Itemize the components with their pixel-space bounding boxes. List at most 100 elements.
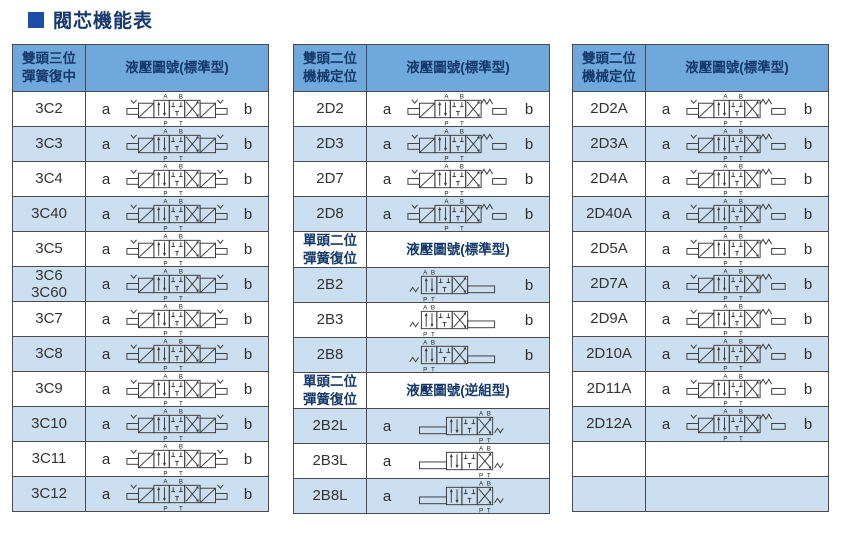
svg-text:A: A <box>723 408 728 415</box>
spool-code-header: 雙頭三位 彈簧復中 <box>13 45 86 91</box>
svg-text:P: P <box>423 331 427 338</box>
group-header-row: 雙頭三位 彈簧復中 液壓圖號(標準型) <box>13 45 268 91</box>
svg-text:T: T <box>179 260 183 267</box>
svg-text:B: B <box>179 303 183 310</box>
svg-text:B: B <box>431 269 435 276</box>
valve-symbol-3c-icon: A B P T <box>125 161 229 197</box>
svg-text:B: B <box>179 268 183 275</box>
port-a-label: a <box>101 415 111 433</box>
svg-text:P: P <box>163 400 167 407</box>
svg-text:A: A <box>723 163 728 170</box>
svg-text:B: B <box>487 445 491 452</box>
section-title: 閥芯機能表 <box>28 6 153 33</box>
svg-text:B: B <box>179 233 183 240</box>
svg-text:A: A <box>723 338 728 345</box>
port-b-label: b <box>243 485 253 503</box>
spool-code-cell: 3C2 <box>13 92 86 126</box>
spool-code-cell: 3C11 <box>13 442 86 476</box>
svg-text:A: A <box>163 128 168 135</box>
spool-code-cell: 2B2 <box>294 268 367 302</box>
valve-symbol-3c-icon: A B P T <box>125 336 229 372</box>
svg-text:A: A <box>444 93 449 100</box>
svg-text:B: B <box>739 408 743 415</box>
svg-text:A: A <box>163 443 168 450</box>
spool-code-cell: 3C6 3C60 <box>13 267 86 301</box>
svg-text:P: P <box>423 296 427 303</box>
port-b-label: b <box>524 135 534 153</box>
spool-code-cell: 3C5 <box>13 232 86 266</box>
svg-text:T: T <box>431 366 435 373</box>
svg-text:T: T <box>739 225 743 232</box>
port-b-label: b <box>524 311 534 329</box>
spool-code-cell <box>573 442 646 476</box>
svg-text:T: T <box>179 295 183 302</box>
spool-code-cell: 2B8L <box>294 479 367 513</box>
svg-text:P: P <box>163 155 167 162</box>
svg-text:B: B <box>179 128 183 135</box>
port-a-label: a <box>101 205 111 223</box>
port-b-label: b <box>524 205 534 223</box>
spool-code-cell: 2D10A <box>573 337 646 371</box>
valve-symbol-2d-icon: A B P T <box>685 91 789 127</box>
svg-text:T: T <box>179 225 183 232</box>
svg-text:P: P <box>723 435 727 442</box>
svg-text:B: B <box>460 93 464 100</box>
port-b-label: b <box>803 100 813 118</box>
svg-text:B: B <box>460 163 464 170</box>
group-header-row: 雙頭二位 機械定位 液壓圖號(標準型) <box>573 45 828 91</box>
svg-text:T: T <box>487 437 491 444</box>
svg-text:P: P <box>723 225 727 232</box>
svg-text:P: P <box>163 435 167 442</box>
svg-text:A: A <box>163 163 168 170</box>
svg-text:A: A <box>723 268 728 275</box>
port-a-label: a <box>101 345 111 363</box>
port-b-label: b <box>243 100 253 118</box>
svg-text:A: A <box>163 93 168 100</box>
spool-code-cell <box>573 477 646 511</box>
port-b-label: b <box>803 380 813 398</box>
svg-text:B: B <box>739 338 743 345</box>
svg-text:T: T <box>739 400 743 407</box>
svg-text:B: B <box>431 339 435 346</box>
svg-text:P: P <box>479 507 483 514</box>
port-a-label: a <box>661 415 671 433</box>
port-b-label: b <box>803 275 813 293</box>
svg-text:A: A <box>163 303 168 310</box>
svg-text:T: T <box>739 435 743 442</box>
port-a-label: a <box>101 135 111 153</box>
svg-text:P: P <box>163 330 167 337</box>
svg-text:B: B <box>179 478 183 485</box>
spool-code-cell: 3C7 <box>13 302 86 336</box>
port-b-label: b <box>243 135 253 153</box>
svg-text:P: P <box>723 190 727 197</box>
port-b-label: b <box>524 346 534 364</box>
svg-text:P: P <box>163 225 167 232</box>
svg-text:A: A <box>723 93 728 100</box>
svg-text:P: P <box>163 190 167 197</box>
svg-text:A: A <box>423 339 428 346</box>
svg-text:T: T <box>179 470 183 477</box>
svg-text:T: T <box>460 155 464 162</box>
port-a-label: a <box>101 100 111 118</box>
port-a-label: a <box>382 452 392 470</box>
svg-text:P: P <box>444 120 448 127</box>
svg-text:B: B <box>179 198 183 205</box>
svg-text:A: A <box>163 233 168 240</box>
svg-text:A: A <box>444 163 449 170</box>
